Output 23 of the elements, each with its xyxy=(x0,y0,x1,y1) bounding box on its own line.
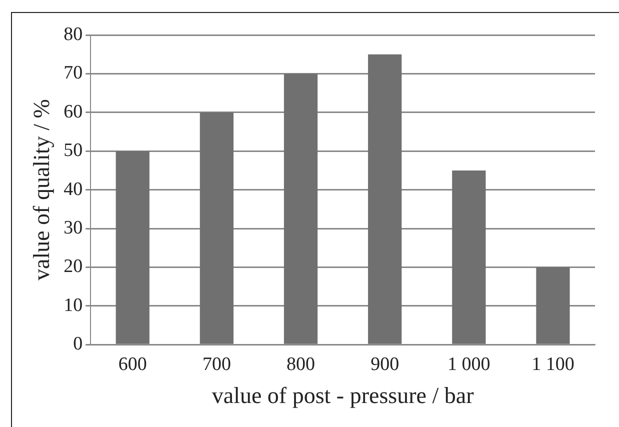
x-tick-label: 800 xyxy=(286,354,316,375)
x-tick-label: 1 100 xyxy=(532,354,574,375)
x-tick-label: 900 xyxy=(370,354,400,375)
y-axis-title: value of quality / % xyxy=(28,99,54,281)
bar xyxy=(452,170,486,344)
y-tick-label: 0 xyxy=(73,334,83,355)
y-tick-label: 50 xyxy=(64,140,83,162)
x-tick-label: 700 xyxy=(202,354,231,375)
bar xyxy=(200,112,234,344)
bar xyxy=(536,267,570,344)
bar xyxy=(116,151,150,344)
x-tick-label: 1 000 xyxy=(448,354,490,375)
x-axis-title: value of post - pressure / bar xyxy=(212,383,474,408)
x-tick-label: 600 xyxy=(118,354,147,375)
bar xyxy=(284,74,318,344)
y-tick-label: 70 xyxy=(64,62,83,84)
bar xyxy=(368,54,402,344)
y-tick-label: 40 xyxy=(64,178,83,200)
y-tick-label: 10 xyxy=(64,294,83,316)
y-tick-label: 60 xyxy=(64,101,83,122)
y-tick-label: 80 xyxy=(64,24,83,45)
y-tick-label: 30 xyxy=(64,217,83,238)
y-tick-label: 20 xyxy=(64,256,83,278)
